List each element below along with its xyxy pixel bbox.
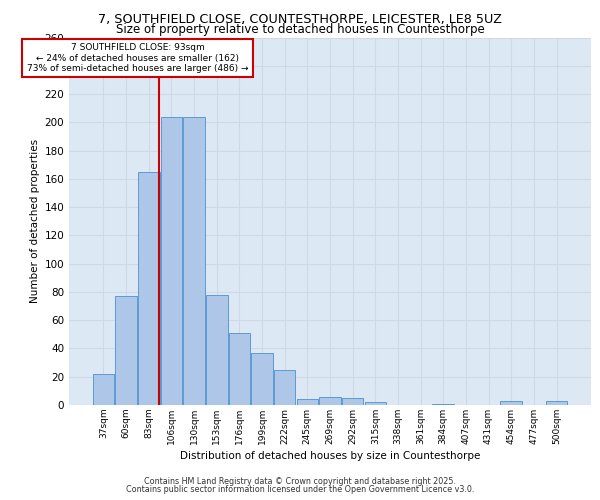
Bar (93, 374, 114, 405)
Bar (342, 398, 364, 405)
Text: Size of property relative to detached houses in Countesthorpe: Size of property relative to detached ho… (116, 24, 484, 36)
Bar (365, 402, 386, 405)
Bar (184, 116, 205, 405)
Bar (319, 396, 341, 405)
Bar (546, 401, 567, 405)
Y-axis label: Number of detached properties: Number of detached properties (30, 139, 40, 304)
Bar (296, 400, 318, 405)
Bar (251, 352, 273, 405)
Bar (161, 116, 182, 405)
Bar (229, 333, 250, 405)
Bar (138, 172, 160, 405)
Bar (433, 404, 454, 405)
Bar (274, 370, 295, 405)
Text: 7 SOUTHFIELD CLOSE: 93sqm
← 24% of detached houses are smaller (162)
73% of semi: 7 SOUTHFIELD CLOSE: 93sqm ← 24% of detac… (27, 43, 248, 73)
Bar (115, 296, 137, 405)
Bar (206, 294, 227, 405)
Text: 7, SOUTHFIELD CLOSE, COUNTESTHORPE, LEICESTER, LE8 5UZ: 7, SOUTHFIELD CLOSE, COUNTESTHORPE, LEIC… (98, 12, 502, 26)
Bar (500, 401, 522, 405)
Text: Contains public sector information licensed under the Open Government Licence v3: Contains public sector information licen… (126, 485, 474, 494)
X-axis label: Distribution of detached houses by size in Countesthorpe: Distribution of detached houses by size … (180, 451, 480, 461)
Text: Contains HM Land Registry data © Crown copyright and database right 2025.: Contains HM Land Registry data © Crown c… (144, 478, 456, 486)
